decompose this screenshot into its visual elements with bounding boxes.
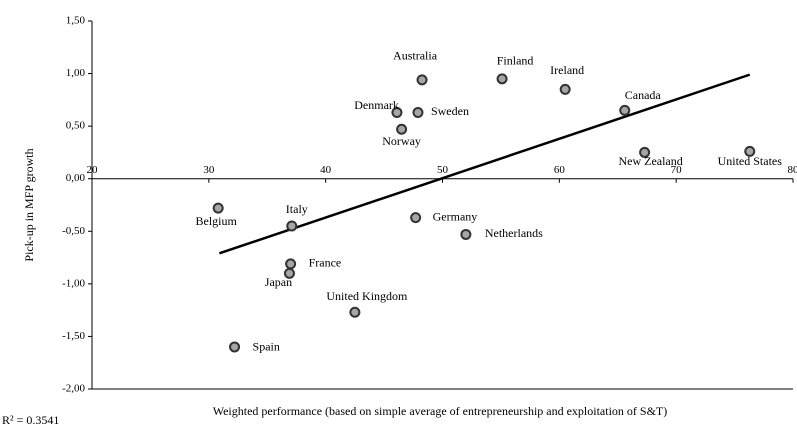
x-tick-label: 80 xyxy=(788,164,797,176)
point-label: United States xyxy=(718,154,783,168)
point xyxy=(639,146,651,158)
point-label: Canada xyxy=(625,88,662,102)
point xyxy=(744,145,756,157)
point-label: New Zealand xyxy=(618,154,682,168)
x-tick-label: 50 xyxy=(437,164,449,176)
point-label: France xyxy=(309,256,342,270)
point xyxy=(412,106,424,118)
point xyxy=(349,306,361,318)
y-axis-title: Pick-up in MFP growth xyxy=(22,148,36,261)
point xyxy=(496,73,508,85)
x-tick-label: 40 xyxy=(320,164,332,176)
y-tick-label: 1,50 xyxy=(66,15,86,27)
r-squared: R² = 0.3541 xyxy=(2,413,59,427)
point xyxy=(285,258,297,270)
trendline xyxy=(218,73,751,255)
point-label: Belgium xyxy=(196,214,238,228)
point xyxy=(619,104,631,116)
y-tick-label: -2,00 xyxy=(62,383,85,395)
point xyxy=(416,74,428,86)
point xyxy=(410,212,422,224)
point-label: Spain xyxy=(253,340,280,354)
point-label: Netherlands xyxy=(485,226,543,240)
point xyxy=(212,202,224,214)
point xyxy=(229,341,241,353)
point-label: Finland xyxy=(497,54,534,68)
point-label: Ireland xyxy=(550,63,584,77)
y-tick-label: 0,50 xyxy=(66,120,86,132)
point-label: Sweden xyxy=(431,104,469,118)
point xyxy=(283,267,295,279)
point-label: United Kingdom xyxy=(326,289,408,303)
point-label: Japan xyxy=(265,275,292,289)
y-tick-label: 1,00 xyxy=(66,67,86,79)
point xyxy=(460,228,472,240)
y-tick-label: -1,50 xyxy=(62,330,85,342)
x-axis-title: Weighted performance (based on simple av… xyxy=(213,404,668,418)
x-tick-label: 70 xyxy=(671,164,683,176)
point xyxy=(391,106,403,118)
y-tick-label: 0,00 xyxy=(66,172,86,184)
y-tick-label: -0,50 xyxy=(62,225,85,237)
x-tick-label: 20 xyxy=(87,164,99,176)
y-tick-label: -1,00 xyxy=(62,277,85,289)
point-label: Denmark xyxy=(354,98,399,112)
x-tick-label: 30 xyxy=(203,164,215,176)
point-label: Germany xyxy=(433,209,478,223)
point xyxy=(286,220,298,232)
point xyxy=(396,123,408,135)
x-tick-label: 60 xyxy=(554,164,566,176)
point xyxy=(559,83,571,95)
point-label: Italy xyxy=(286,202,308,216)
point-label: Norway xyxy=(382,134,421,148)
point-label: Australia xyxy=(393,49,438,63)
